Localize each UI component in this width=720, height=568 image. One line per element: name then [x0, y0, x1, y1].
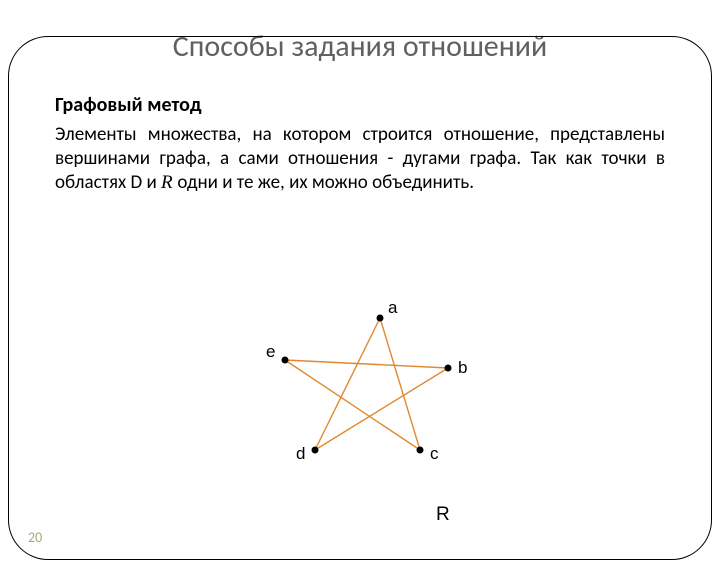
graph-edge	[380, 318, 420, 450]
graph-node-d	[312, 447, 319, 454]
graph-node-c	[417, 447, 424, 454]
page-number: 20	[28, 529, 42, 546]
graph-node-a	[377, 315, 384, 322]
region-r-label: R	[436, 504, 450, 526]
graph-edges-svg	[230, 300, 490, 490]
graph-label-c: c	[430, 444, 439, 464]
graph-label-d: d	[296, 444, 305, 464]
graph-edge	[285, 360, 448, 368]
graph-node-e	[282, 357, 289, 364]
graph-label-b: b	[458, 358, 467, 378]
graph-label-a: a	[388, 298, 397, 318]
graph-diagram: a b c d e	[230, 300, 490, 490]
graph-label-e: e	[266, 342, 275, 362]
graph-node-b	[445, 365, 452, 372]
